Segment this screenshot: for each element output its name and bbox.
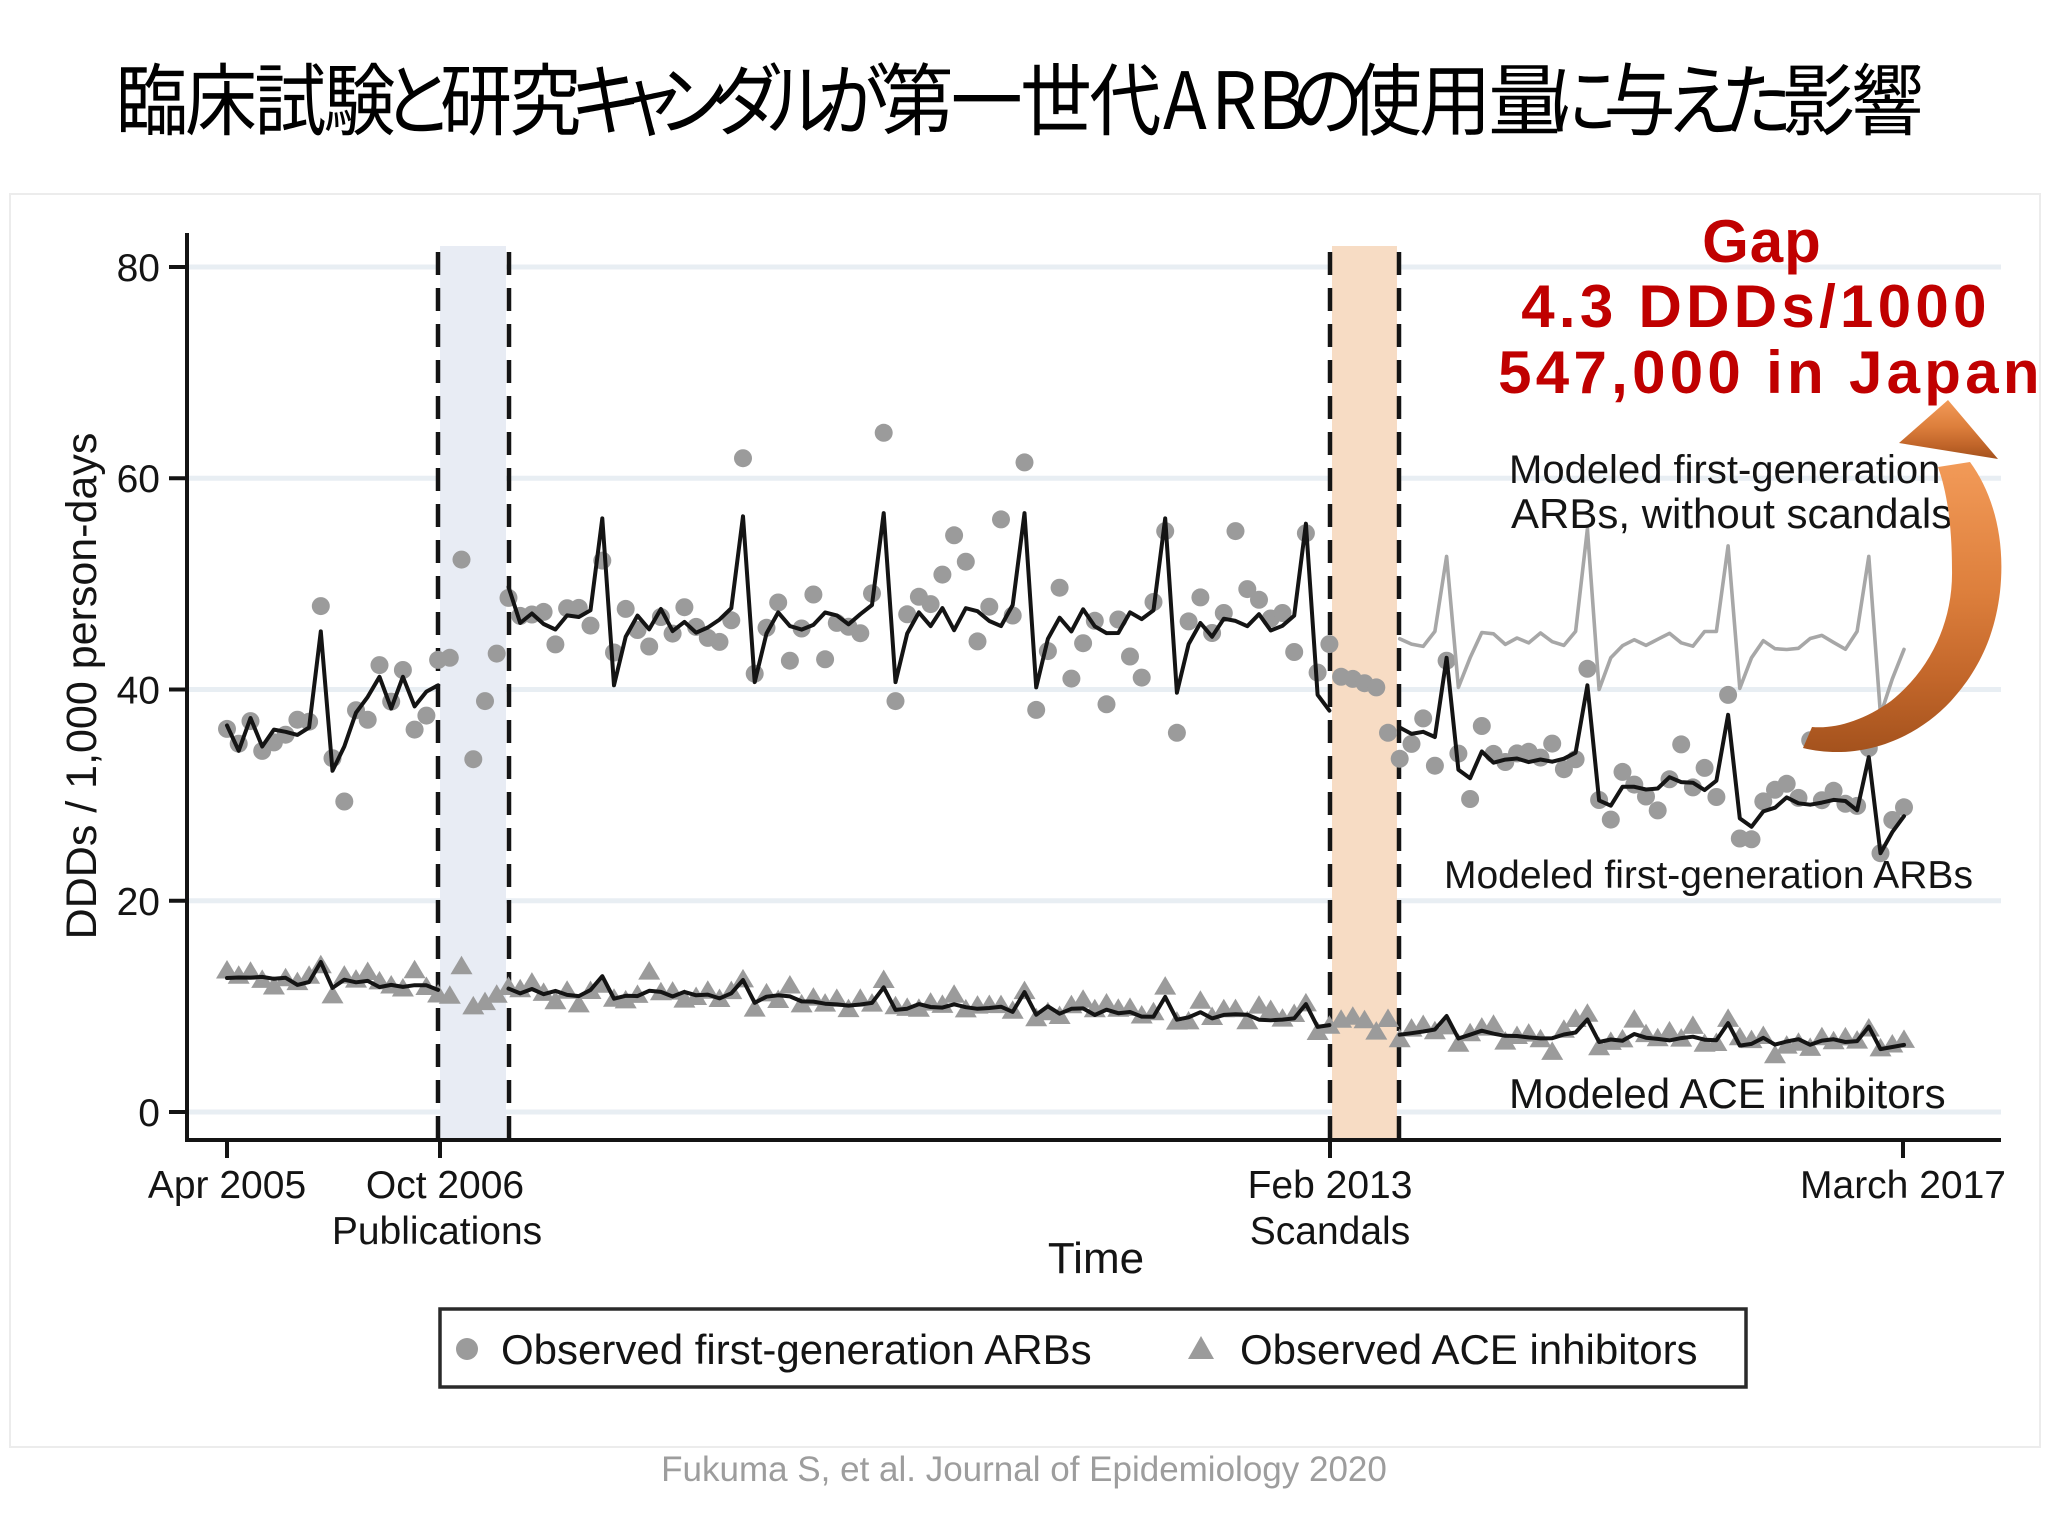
svg-text:Gap: Gap xyxy=(1702,208,1822,275)
svg-text:Scandals: Scandals xyxy=(1250,1210,1410,1253)
svg-text:Time: Time xyxy=(1048,1234,1144,1283)
svg-text:Modeled first-generation ARBs: Modeled first-generation ARBs xyxy=(1444,854,1973,897)
svg-text:Feb 2013: Feb 2013 xyxy=(1248,1164,1413,1207)
svg-text:Fukuma S, et al. Journal of Ep: Fukuma S, et al. Journal of Epidemiology… xyxy=(661,1450,1387,1489)
svg-text:547,000 in Japan: 547,000 in Japan xyxy=(1498,339,2044,406)
svg-text:DDDs / 1,000 person-days: DDDs / 1,000 person-days xyxy=(58,433,106,940)
svg-text:Oct 2006: Oct 2006 xyxy=(366,1164,524,1207)
svg-text:Observed ACE inhibitors: Observed ACE inhibitors xyxy=(1240,1326,1698,1373)
svg-text:20: 20 xyxy=(117,881,160,924)
svg-text:40: 40 xyxy=(117,670,160,713)
svg-text:Modeled ACE inhibitors: Modeled ACE inhibitors xyxy=(1509,1070,1946,1117)
svg-text:Apr 2005: Apr 2005 xyxy=(148,1164,306,1207)
svg-text:Publications: Publications xyxy=(332,1210,542,1253)
svg-text:4.3 DDDs/1000: 4.3 DDDs/1000 xyxy=(1521,273,1990,340)
svg-text:ARBs, without scandals: ARBs, without scandals xyxy=(1511,490,1952,537)
svg-text:0: 0 xyxy=(138,1092,160,1135)
svg-text:Modeled first-generation: Modeled first-generation xyxy=(1509,448,1940,492)
svg-text:80: 80 xyxy=(117,247,160,290)
svg-text:Observed first-generation ARBs: Observed first-generation ARBs xyxy=(501,1326,1092,1373)
svg-text:March 2017: March 2017 xyxy=(1800,1164,2006,1207)
svg-text:60: 60 xyxy=(117,458,160,501)
